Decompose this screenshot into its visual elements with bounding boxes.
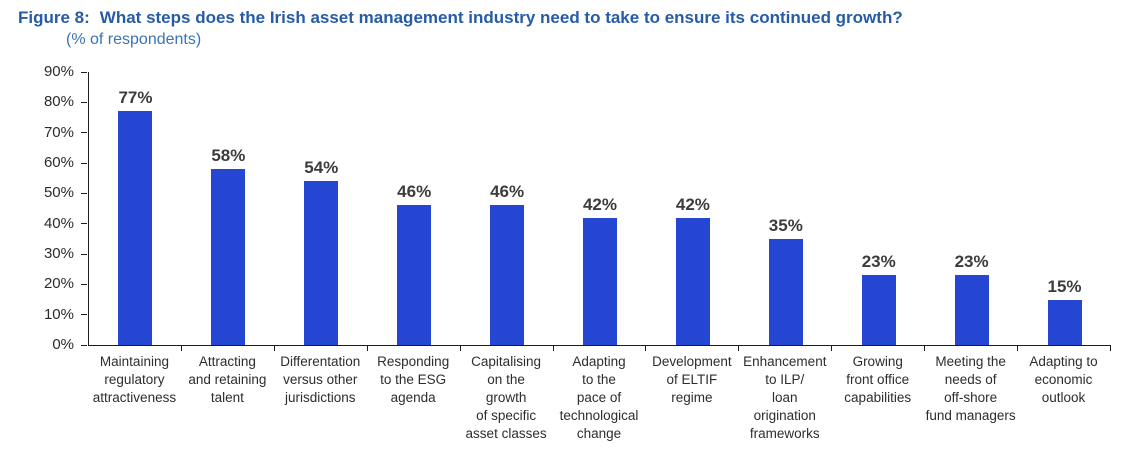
- bar-value-label: 77%: [118, 88, 153, 108]
- category-label: Meeting the needs of off-shore fund mana…: [925, 354, 1016, 423]
- x-axis-tick-mark: [1110, 346, 1111, 351]
- category-label: Adapting to the pace of technological ch…: [559, 354, 639, 441]
- bar-value-label: 54%: [304, 158, 339, 178]
- y-axis-tick-label: 90%: [43, 63, 74, 80]
- bar-column: 23%: [832, 72, 925, 345]
- y-axis-tick-mark: [81, 223, 87, 225]
- bar-column: 42%: [554, 72, 647, 345]
- bar: [118, 111, 153, 345]
- x-axis-tick-mark: [645, 346, 647, 351]
- y-axis-tick-label: 10%: [43, 305, 74, 323]
- y-axis-tick-mark: [81, 101, 87, 103]
- figure-title: Figure 8: What steps does the Irish asse…: [18, 8, 903, 28]
- y-axis-tick-mark: [81, 71, 87, 73]
- bar: [582, 217, 617, 345]
- bar-column: 58%: [182, 72, 275, 345]
- y-axis-tick-mark: [81, 314, 87, 316]
- category-label: Development of ELTIF regime: [652, 354, 732, 405]
- x-axis-tick-mark: [459, 346, 461, 351]
- x-axis-tick-mark: [1017, 346, 1019, 351]
- y-axis-tick-mark: [81, 283, 87, 285]
- y-axis-tick-mark: [81, 162, 87, 164]
- bar: [211, 169, 246, 345]
- bar-column: 77%: [89, 72, 182, 345]
- x-axis-tick-mark: [180, 346, 182, 351]
- category-label: Responding to the ESG agenda: [377, 354, 450, 405]
- y-axis-tick-label: 30%: [43, 245, 74, 262]
- category-label: Maintaining regulatory attractiveness: [92, 354, 177, 405]
- y-axis-tick-label: 80%: [43, 93, 74, 111]
- y-axis-tick-mark: [81, 344, 87, 346]
- bar-value-label: 15%: [1047, 276, 1082, 296]
- figure-subtitle: (% of respondents): [66, 31, 202, 48]
- bar-value-label: 46%: [490, 182, 525, 202]
- bar-value-label: 42%: [582, 194, 617, 214]
- y-axis-tick-mark: [81, 253, 87, 255]
- bar-column: 46%: [461, 72, 554, 345]
- x-axis-tick-mark: [273, 346, 275, 351]
- bar: [304, 181, 339, 345]
- bar-column: 35%: [739, 72, 832, 345]
- bar: [768, 238, 803, 345]
- x-axis-tick-mark: [366, 346, 368, 351]
- bar: [397, 205, 432, 345]
- bar: [675, 217, 710, 345]
- bar-column: 15%: [1018, 72, 1111, 345]
- category-label: Enhancement to ILP/ loan origination fra…: [743, 354, 827, 441]
- y-axis-tick-label: 70%: [43, 123, 74, 141]
- category-label: Adapting to economic outlook: [1029, 354, 1098, 405]
- bar-column: 42%: [646, 72, 739, 345]
- bar-value-label: 23%: [861, 252, 896, 272]
- bar: [1047, 299, 1082, 345]
- y-axis-tick-label: 60%: [43, 154, 74, 171]
- bar-value-label: 35%: [768, 215, 803, 235]
- x-axis-tick-mark: [924, 346, 926, 351]
- bar-column: 46%: [368, 72, 461, 345]
- y-axis-tick-label: 0%: [52, 336, 74, 353]
- x-axis-labels: Maintaining regulatory attractiveness Att…: [88, 353, 1110, 443]
- category-label: Attracting and retaining talent: [188, 354, 267, 405]
- bar: [861, 275, 896, 345]
- figure-label: Figure 8:: [18, 8, 90, 27]
- category-label: Capitalising on the growth of specific a…: [465, 354, 547, 441]
- category-label: Growing front office capabilities: [844, 354, 912, 405]
- y-axis-tick-label: 20%: [43, 275, 74, 293]
- x-axis-tick-mark: [738, 346, 740, 351]
- bar-column: 54%: [275, 72, 368, 345]
- category-label: Differentation versus other jurisdiction…: [280, 354, 361, 405]
- bar-value-label: 58%: [211, 146, 246, 166]
- bar-value-label: 23%: [954, 252, 989, 272]
- y-axis-tick-label: 40%: [43, 214, 74, 232]
- bar: [490, 205, 525, 345]
- x-axis-tick-mark: [552, 346, 554, 351]
- bar: [954, 275, 989, 345]
- bar-value-label: 46%: [397, 182, 432, 202]
- x-axis-tick-mark: [831, 346, 833, 351]
- y-axis-tick-label: 50%: [43, 184, 74, 202]
- y-axis-tick-mark: [81, 192, 87, 194]
- figure-question: What steps does the Irish asset manageme…: [99, 8, 903, 27]
- bar-value-label: 42%: [675, 194, 710, 214]
- bar-column: 23%: [925, 72, 1018, 345]
- plot-area: 77% 58% 54% 46% 46% 42% 42% 35% 23% 23% 15%: [88, 72, 1111, 346]
- y-axis-tick-mark: [81, 132, 87, 134]
